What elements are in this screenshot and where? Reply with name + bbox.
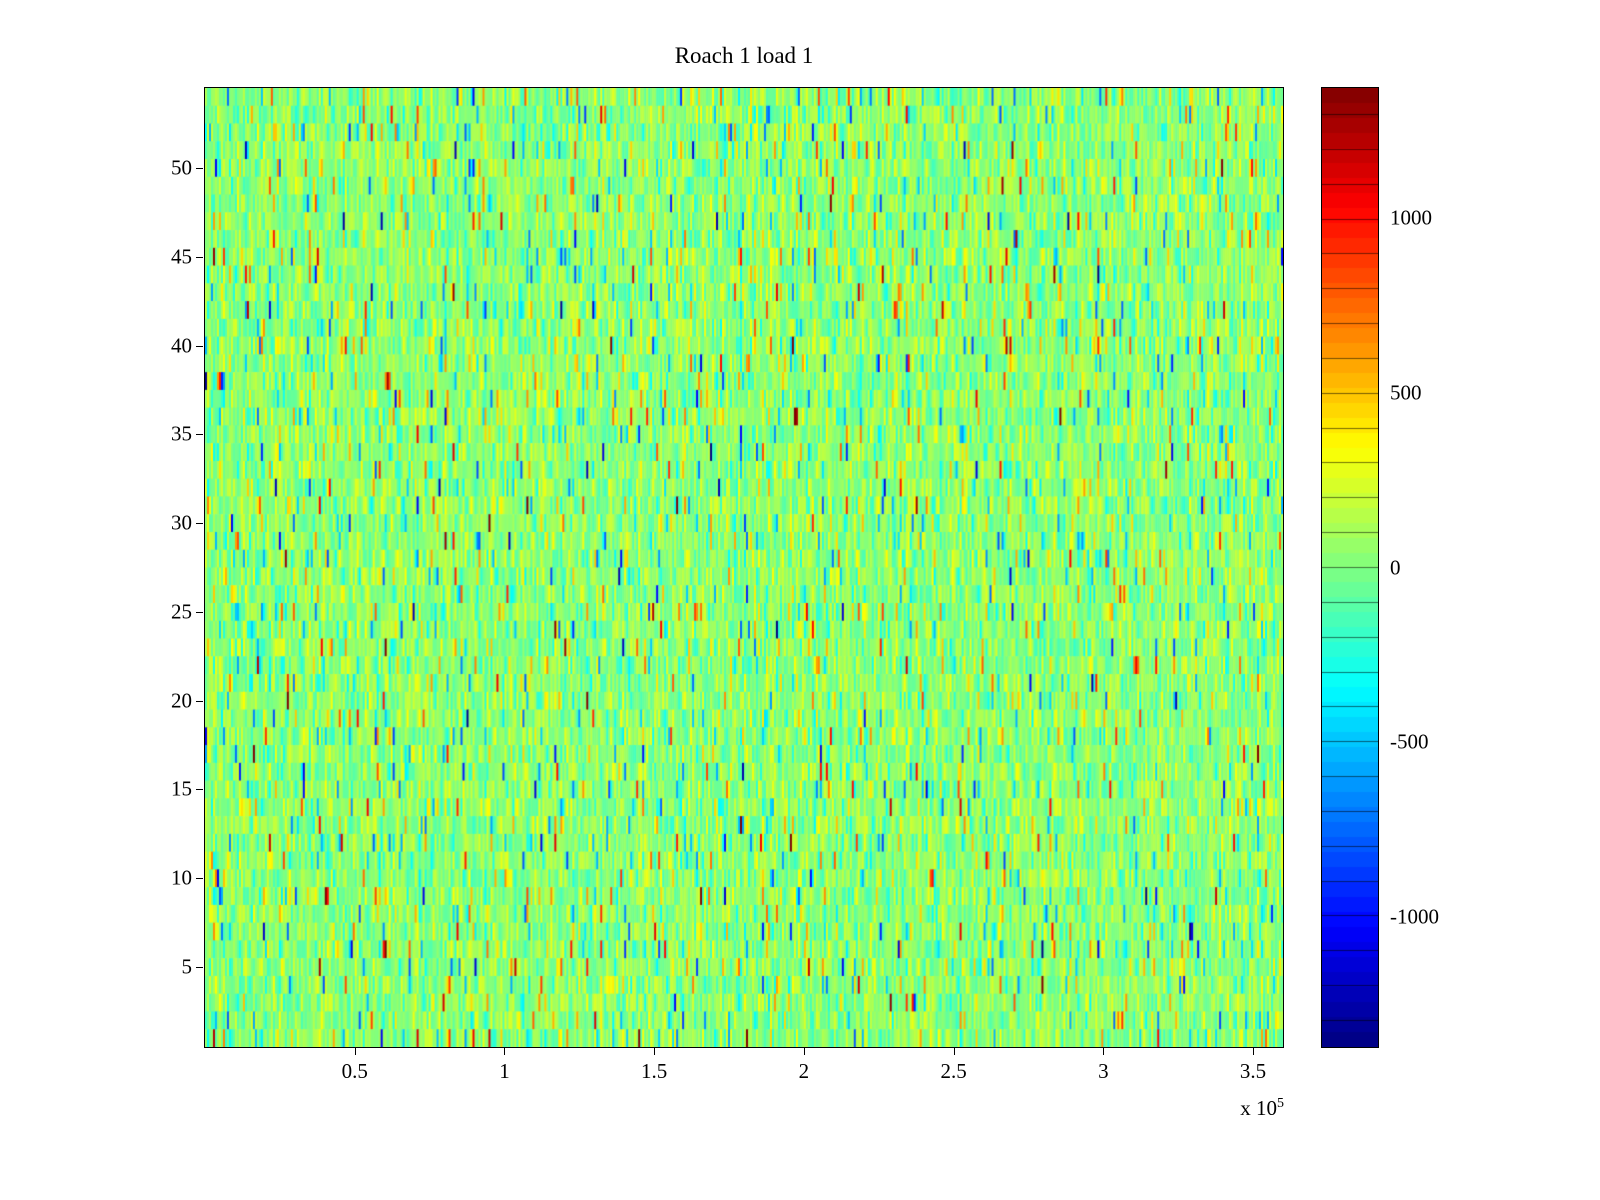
colorbar-tick-label: -500 [1390, 729, 1429, 754]
x-axis-tick [1253, 1048, 1255, 1055]
y-axis-tick [196, 967, 203, 969]
x-tick-label: 3.5 [1239, 1059, 1267, 1083]
y-axis-tick [196, 256, 203, 258]
x-tick-label: 0.5 [341, 1059, 368, 1083]
y-tick-label: 10 [171, 865, 192, 890]
y-axis-tick [196, 789, 203, 791]
y-axis-tick [196, 523, 203, 525]
y-tick-label: 40 [171, 333, 192, 357]
x-tick-label: 1 [499, 1059, 510, 1083]
x-axis-multiplier: x 105 [1120, 1096, 1284, 1121]
y-axis-tick [196, 878, 203, 880]
x-tick-label: 1.5 [641, 1059, 668, 1083]
x-axis-tick [654, 1048, 656, 1055]
y-axis-tick [196, 434, 203, 436]
x-tick-label: 3 [1098, 1059, 1109, 1083]
x-axis-multiplier-exponent: 5 [1277, 1096, 1284, 1111]
y-tick-label: 35 [171, 421, 192, 446]
chart-title: Roach 1 load 1 [674, 43, 814, 68]
colorbar-tick-label: -1000 [1390, 904, 1439, 929]
colorbar [1321, 87, 1379, 1048]
y-tick-label: 50 [171, 155, 192, 180]
x-axis-tick [354, 1048, 356, 1055]
y-tick-label: 5 [181, 954, 193, 979]
y-axis-tick [196, 611, 203, 613]
x-axis-tick [953, 1048, 955, 1055]
y-axis-tick [196, 700, 203, 702]
plot-area [204, 87, 1284, 1048]
colorbar-tick-label: 0 [1390, 555, 1401, 579]
y-tick-label: 20 [171, 688, 192, 713]
x-tick-label: 2 [798, 1059, 810, 1083]
x-axis-multiplier-base: x 10 [1240, 1096, 1277, 1120]
y-tick-label: 30 [171, 510, 192, 535]
colorbar-tick-label: 500 [1390, 380, 1422, 405]
y-axis-tick [196, 345, 203, 347]
heatmap-image [205, 88, 1283, 1047]
x-axis-tick [1103, 1048, 1105, 1055]
colorbar-tick-label: 1000 [1390, 205, 1432, 230]
x-axis-tick [803, 1048, 805, 1055]
y-axis-tick [196, 167, 203, 169]
y-tick-label: 15 [171, 776, 192, 801]
colorbar-gradient [1322, 88, 1378, 1047]
y-tick-label: 25 [171, 599, 192, 624]
y-tick-label: 45 [171, 244, 192, 269]
x-axis-tick [504, 1048, 506, 1055]
x-tick-label: 2.5 [940, 1059, 967, 1083]
